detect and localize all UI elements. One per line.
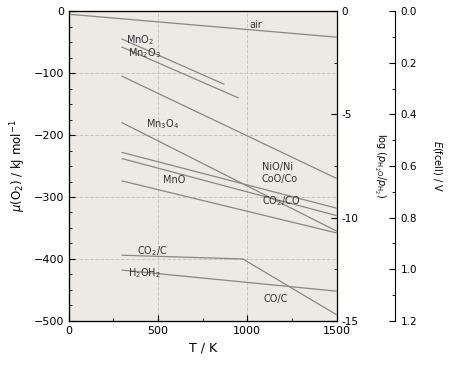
Y-axis label: $\mu$(O$_2$) / kJ mol$^{-1}$: $\mu$(O$_2$) / kJ mol$^{-1}$	[8, 120, 28, 212]
Y-axis label: log ($p_{\mathrm{H_2O}}/p_{\mathrm{H_2}}$): log ($p_{\mathrm{H_2O}}/p_{\mathrm{H_2}}…	[372, 134, 387, 198]
Text: H$_2$OH$_2$: H$_2$OH$_2$	[128, 266, 160, 280]
Text: CO$_2$/CO: CO$_2$/CO	[262, 194, 300, 208]
Text: CoO/Co: CoO/Co	[262, 174, 298, 184]
Text: Mn$_3$O$_4$: Mn$_3$O$_4$	[146, 118, 179, 131]
Text: MnO: MnO	[164, 175, 186, 186]
Text: CO$_2$/C: CO$_2$/C	[137, 244, 167, 258]
Y-axis label: $E$(fcell) / V: $E$(fcell) / V	[431, 140, 444, 192]
X-axis label: T / K: T / K	[189, 341, 217, 354]
Text: air: air	[249, 20, 262, 30]
Text: Mn$_2$O$_3$: Mn$_2$O$_3$	[128, 46, 161, 60]
Text: NiO/Ni: NiO/Ni	[262, 162, 292, 172]
Text: CO/C: CO/C	[264, 294, 288, 304]
Text: MnO$_2$: MnO$_2$	[126, 33, 154, 47]
